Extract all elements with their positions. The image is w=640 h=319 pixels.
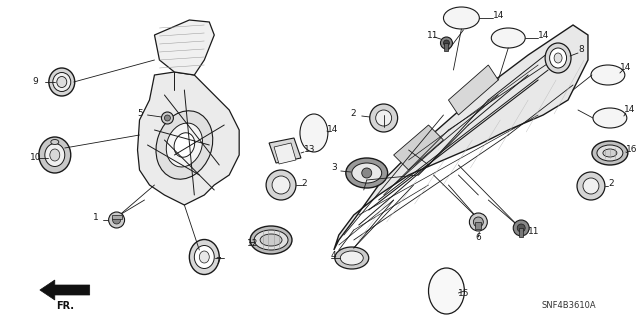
Polygon shape — [274, 143, 296, 164]
Ellipse shape — [199, 251, 209, 263]
Circle shape — [266, 170, 296, 200]
Text: 8: 8 — [578, 46, 584, 55]
Ellipse shape — [189, 240, 220, 275]
Text: 9: 9 — [32, 78, 38, 86]
Text: 2: 2 — [301, 179, 307, 188]
Text: 2: 2 — [608, 180, 614, 189]
Text: 14: 14 — [327, 124, 339, 133]
Text: 5: 5 — [138, 108, 143, 117]
Text: 11: 11 — [426, 31, 438, 40]
Bar — [476, 222, 481, 229]
Text: FR.: FR. — [56, 301, 74, 311]
Circle shape — [577, 172, 605, 200]
Bar — [519, 228, 523, 237]
Text: 14: 14 — [624, 106, 636, 115]
Polygon shape — [138, 72, 239, 205]
Circle shape — [370, 104, 397, 132]
Text: 10: 10 — [30, 153, 42, 162]
Text: SNF4B3610A: SNF4B3610A — [541, 300, 596, 309]
Text: 16: 16 — [626, 145, 637, 153]
Ellipse shape — [335, 247, 369, 269]
Polygon shape — [154, 20, 214, 75]
Text: 6: 6 — [476, 234, 481, 242]
Circle shape — [513, 220, 529, 236]
Ellipse shape — [49, 68, 75, 96]
Text: 4: 4 — [331, 251, 337, 261]
Ellipse shape — [545, 43, 571, 73]
Circle shape — [161, 112, 173, 124]
Text: 14: 14 — [620, 63, 631, 71]
Ellipse shape — [492, 28, 525, 48]
Ellipse shape — [352, 163, 381, 183]
Ellipse shape — [444, 7, 479, 29]
Circle shape — [109, 212, 125, 228]
Circle shape — [376, 110, 392, 126]
Circle shape — [362, 168, 372, 178]
Text: 2: 2 — [351, 108, 356, 117]
Ellipse shape — [592, 141, 628, 165]
Polygon shape — [334, 25, 588, 250]
Ellipse shape — [53, 72, 71, 92]
Circle shape — [474, 217, 483, 227]
Ellipse shape — [597, 145, 623, 161]
Text: 7: 7 — [215, 256, 221, 265]
Ellipse shape — [39, 137, 71, 173]
Ellipse shape — [174, 133, 195, 157]
Ellipse shape — [51, 139, 59, 145]
Bar — [111, 215, 122, 219]
Ellipse shape — [603, 149, 617, 157]
Circle shape — [164, 115, 170, 121]
Text: 1: 1 — [93, 213, 99, 222]
Circle shape — [469, 213, 487, 231]
Polygon shape — [394, 125, 444, 170]
Text: 11: 11 — [528, 227, 540, 236]
Circle shape — [583, 178, 599, 194]
Circle shape — [517, 224, 525, 232]
Bar — [444, 43, 449, 51]
Circle shape — [440, 37, 452, 49]
Polygon shape — [269, 138, 301, 163]
Polygon shape — [40, 280, 90, 300]
Ellipse shape — [429, 268, 465, 314]
Text: 14: 14 — [538, 32, 550, 41]
Text: 15: 15 — [458, 290, 470, 299]
Polygon shape — [449, 65, 499, 115]
Ellipse shape — [57, 77, 67, 87]
Ellipse shape — [254, 230, 288, 250]
Ellipse shape — [50, 149, 60, 161]
Ellipse shape — [166, 123, 202, 167]
Text: 12: 12 — [247, 239, 259, 248]
Text: 3: 3 — [331, 164, 337, 173]
Circle shape — [113, 216, 120, 224]
Ellipse shape — [593, 108, 627, 128]
Ellipse shape — [300, 114, 328, 152]
Ellipse shape — [554, 53, 562, 63]
Ellipse shape — [260, 234, 282, 246]
Ellipse shape — [591, 65, 625, 85]
Ellipse shape — [156, 111, 212, 179]
Ellipse shape — [250, 226, 292, 254]
Ellipse shape — [340, 251, 364, 265]
Ellipse shape — [45, 144, 65, 167]
Text: 14: 14 — [493, 11, 505, 20]
Text: 13: 13 — [304, 145, 316, 154]
Circle shape — [444, 40, 449, 46]
Ellipse shape — [346, 158, 388, 188]
Circle shape — [272, 176, 290, 194]
Ellipse shape — [550, 48, 566, 68]
Ellipse shape — [195, 246, 214, 269]
